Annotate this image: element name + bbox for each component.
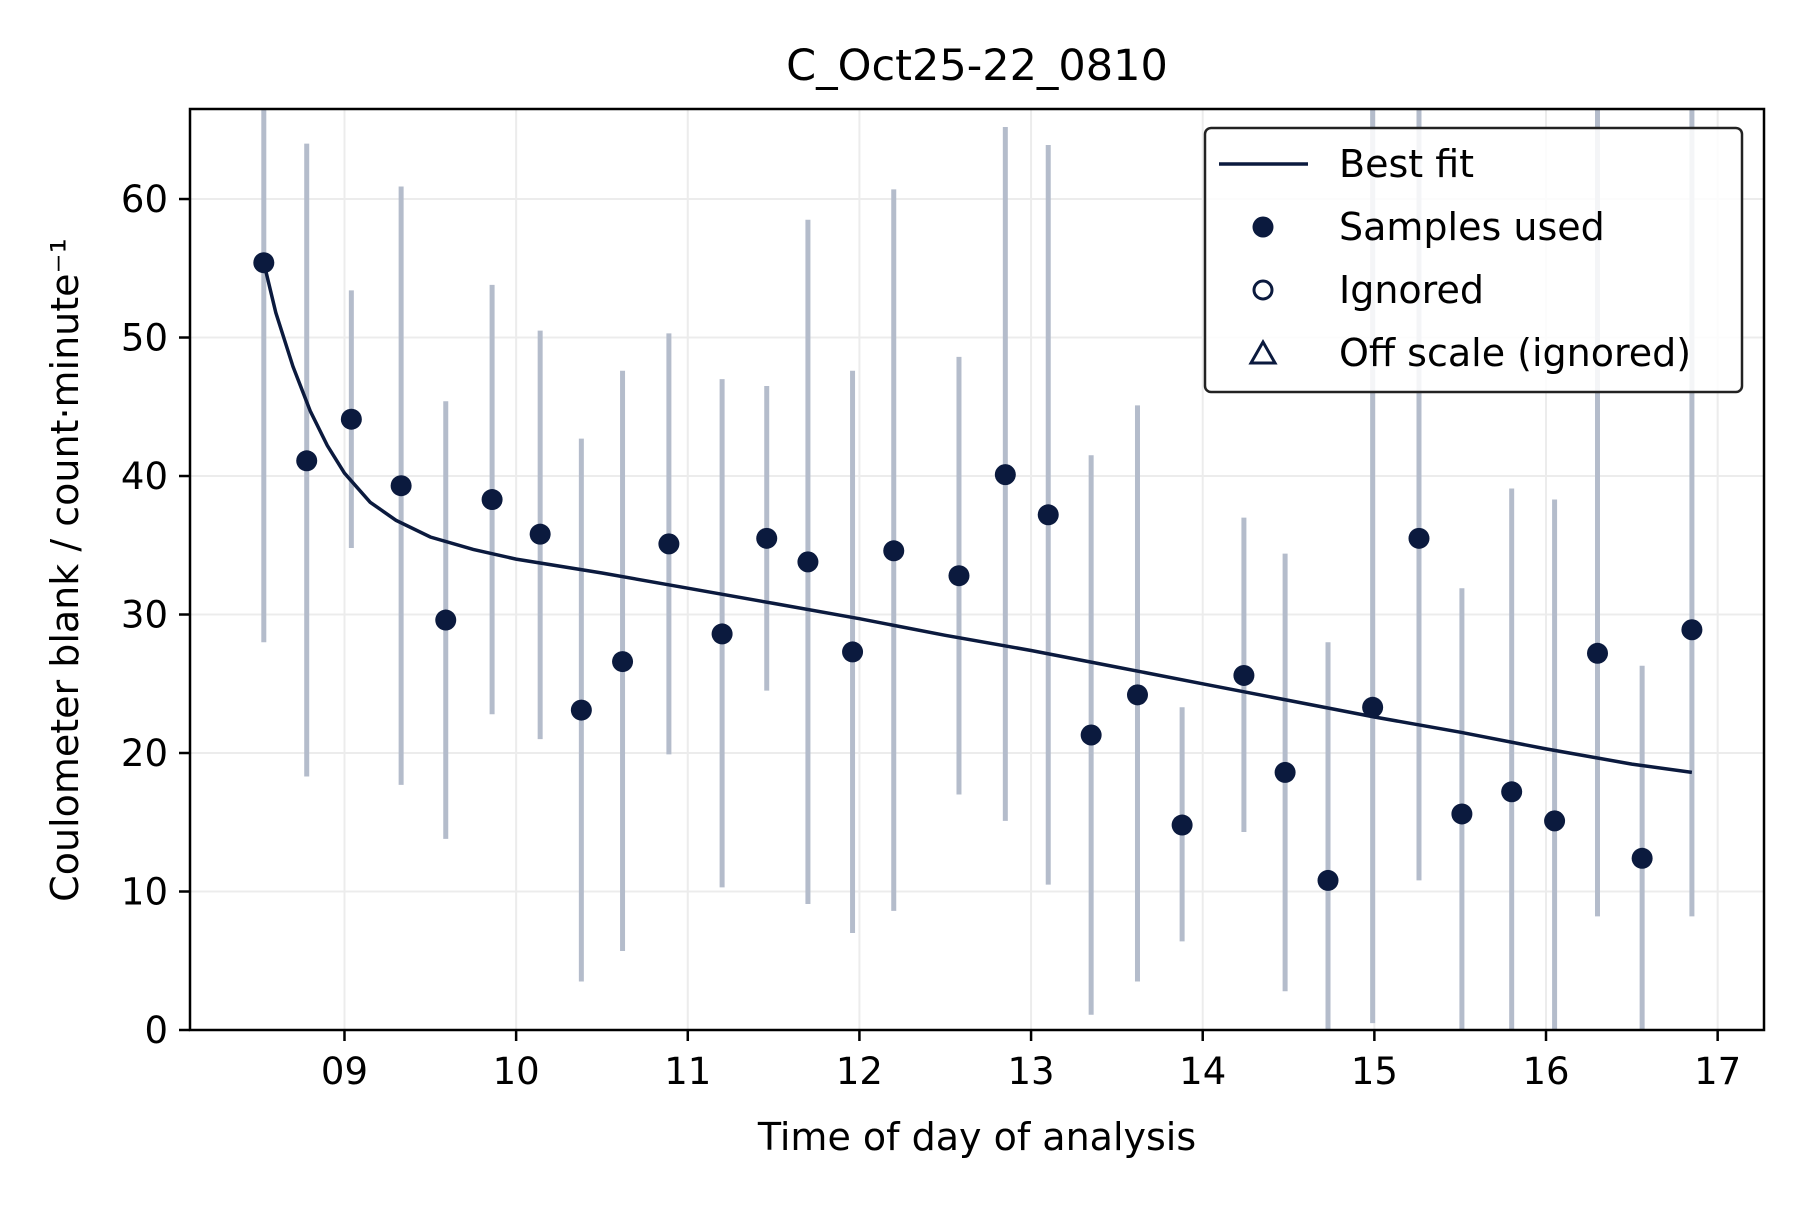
sample-point bbox=[253, 252, 275, 274]
y-axis-label: Coulometer blank / count·minute⁻¹ bbox=[43, 238, 87, 902]
sample-point bbox=[1233, 664, 1255, 686]
y-tick-label: 40 bbox=[121, 455, 168, 498]
sample-point bbox=[994, 464, 1016, 486]
legend-filled-circle-marker bbox=[1252, 216, 1274, 238]
sample-point bbox=[797, 551, 819, 573]
legend: Best fit Samples used Ignored Off scale (ig… bbox=[1203, 126, 1744, 394]
chart-title: C_Oct25-22_0810 bbox=[786, 41, 1168, 91]
legend-label: Ignored bbox=[1339, 268, 1484, 312]
x-tick-label: 13 bbox=[1008, 1050, 1055, 1093]
legend-label: Best fit bbox=[1339, 142, 1474, 186]
sample-point bbox=[1126, 684, 1148, 706]
sample-point bbox=[1274, 761, 1296, 783]
sample-point bbox=[658, 533, 680, 555]
y-tick-label: 60 bbox=[121, 178, 168, 221]
sample-point bbox=[570, 699, 592, 721]
sample-point bbox=[481, 489, 503, 511]
y-tick-label: 10 bbox=[121, 871, 168, 914]
x-tick-label: 12 bbox=[836, 1050, 883, 1093]
sample-point bbox=[1587, 642, 1609, 664]
x-tick-label: 11 bbox=[664, 1050, 711, 1093]
sample-point bbox=[1681, 619, 1703, 641]
legend-item: Samples used bbox=[1252, 205, 1605, 249]
x-tick-label: 14 bbox=[1179, 1050, 1226, 1093]
sample-point bbox=[1451, 803, 1473, 825]
legend-item: Ignored bbox=[1252, 268, 1484, 312]
axes-layer: 09 10 11 12 13 14 15 16 17 0 10 20 30 40 50 60 bbox=[121, 107, 1766, 1093]
x-tick-label: 10 bbox=[493, 1050, 540, 1093]
sample-point bbox=[1080, 724, 1102, 746]
legend-open-circle-marker bbox=[1252, 279, 1274, 301]
sample-point bbox=[842, 641, 864, 663]
sample-point bbox=[1501, 781, 1523, 803]
sample-point bbox=[390, 475, 412, 497]
sample-point bbox=[435, 609, 457, 631]
legend-item: Best fit bbox=[1219, 142, 1474, 186]
y-tick-label: 20 bbox=[121, 732, 168, 775]
x-tick-label: 16 bbox=[1522, 1050, 1569, 1093]
sample-point bbox=[1408, 527, 1430, 549]
sample-point bbox=[1631, 847, 1653, 869]
sample-point bbox=[529, 523, 551, 545]
y-tick-label: 50 bbox=[121, 317, 168, 360]
x-axis-label: Time of day of analysis bbox=[757, 1115, 1196, 1159]
legend-open-triangle-marker bbox=[1248, 338, 1278, 365]
sample-point bbox=[948, 565, 970, 587]
point-layer bbox=[253, 252, 1703, 891]
legend-label: Off scale (ignored) bbox=[1339, 331, 1691, 375]
y-tick-label: 30 bbox=[121, 594, 168, 637]
sample-point bbox=[1544, 810, 1566, 832]
sample-point bbox=[1362, 696, 1384, 718]
sample-point bbox=[612, 651, 634, 673]
sample-point bbox=[1171, 814, 1193, 836]
legend-label: Samples used bbox=[1339, 205, 1605, 249]
sample-point bbox=[296, 450, 318, 472]
sample-point bbox=[1317, 869, 1339, 891]
axes-frame bbox=[188, 107, 1766, 1032]
x-tick-label: 17 bbox=[1694, 1050, 1741, 1093]
y-tick-label: 0 bbox=[144, 1009, 168, 1052]
x-tick-label: 09 bbox=[321, 1050, 368, 1093]
sample-point bbox=[340, 408, 362, 430]
legend-box bbox=[1203, 126, 1744, 394]
sample-point bbox=[711, 623, 733, 645]
sample-point bbox=[883, 540, 905, 562]
legend-item: Off scale (ignored) bbox=[1248, 331, 1691, 375]
x-tick-label: 15 bbox=[1351, 1050, 1398, 1093]
sample-point bbox=[1037, 504, 1059, 526]
sample-point bbox=[756, 527, 778, 549]
